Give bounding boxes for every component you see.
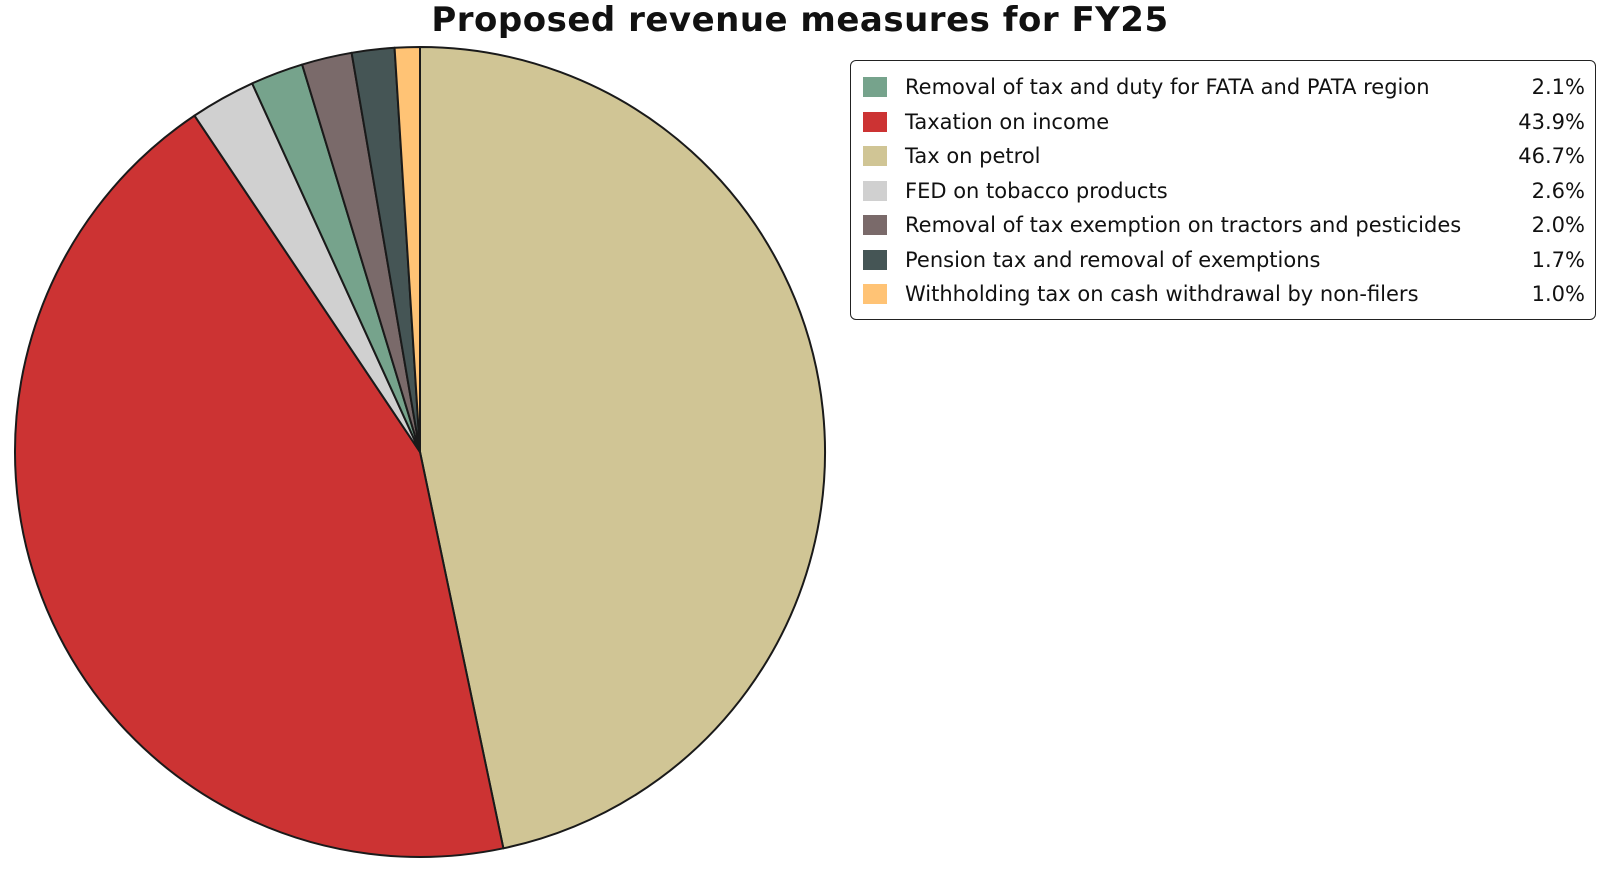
- legend-label: FED on tobacco products: [905, 178, 1168, 203]
- legend-value: 2.1%: [1531, 75, 1585, 99]
- legend-swatch: [863, 77, 887, 97]
- legend: Removal of tax and duty for FATA and PAT…: [850, 60, 1596, 320]
- legend-label: Removal of tax and duty for FATA and PAT…: [905, 75, 1430, 99]
- legend-label: Pension tax and removal of exemptions: [905, 247, 1321, 272]
- legend-value: 2.0%: [1531, 213, 1585, 237]
- legend-swatch: [863, 215, 887, 235]
- legend-item: Withholding tax on cash withdrawal by no…: [863, 280, 1585, 310]
- pie-slice-6: [393, 46, 421, 453]
- legend-item: Removal of tax and duty for FATA and PAT…: [863, 73, 1585, 103]
- legend-swatch: [863, 111, 887, 132]
- legend-label: Removal of tax exemption on tractors and…: [905, 213, 1462, 237]
- legend-value: 1.7%: [1531, 247, 1585, 272]
- pie-slice-1: [14, 114, 505, 859]
- legend-item: Removal of tax exemption on tractors and…: [863, 211, 1585, 241]
- legend-swatch: [863, 249, 887, 270]
- legend-label: Tax on petrol: [905, 144, 1041, 168]
- legend-swatch: [863, 284, 887, 304]
- chart-title: Proposed revenue measures for FY25: [431, 0, 1169, 40]
- pie-slice-2: [419, 46, 827, 850]
- legend-value: 2.6%: [1531, 178, 1585, 203]
- legend-item: Tax on petrol 46.7%: [863, 142, 1585, 172]
- legend-label: Taxation on income: [905, 109, 1110, 134]
- legend-value: 1.0%: [1531, 282, 1585, 306]
- pie-chart: [14, 46, 827, 859]
- legend-item: Pension tax and removal of exemptions 1.7…: [863, 246, 1585, 276]
- legend-swatch: [863, 180, 887, 201]
- legend-value: 46.7%: [1518, 144, 1585, 168]
- legend-value: 43.9%: [1518, 109, 1585, 134]
- legend-item: FED on tobacco products 2.6%: [863, 177, 1585, 207]
- legend-swatch: [863, 146, 887, 166]
- legend-label: Withholding tax on cash withdrawal by no…: [905, 282, 1419, 306]
- legend-item: Taxation on income 43.9%: [863, 108, 1585, 138]
